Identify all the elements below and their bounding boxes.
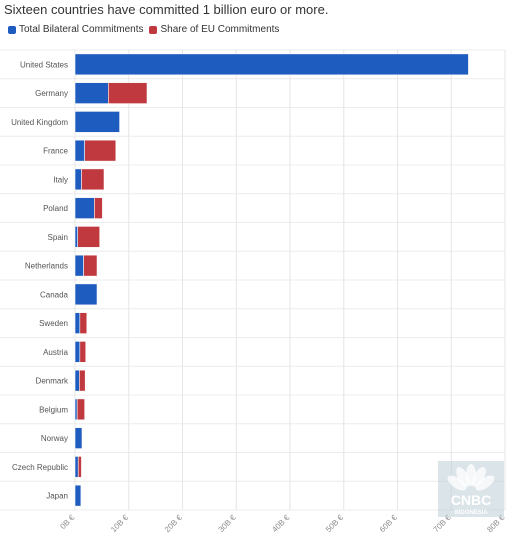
x-tick-label: 30B € (217, 513, 239, 535)
cnbc-watermark: CNBC INDONESIA (438, 461, 504, 517)
legend: Total Bilateral Commitments Share of EU … (8, 24, 285, 35)
legend-label-eu-share: Share of EU Commitments (160, 24, 280, 35)
category-label: Netherlands (25, 262, 68, 271)
category-label: Sweden (39, 319, 68, 328)
category-label: Italy (53, 175, 68, 184)
legend-swatch-eu-share (149, 25, 158, 34)
bar-bilateral (74, 427, 83, 449)
bar-eu-share (77, 456, 82, 478)
bar-bilateral (74, 254, 84, 277)
bar-bilateral (74, 139, 85, 162)
x-tick-label: 50B € (324, 513, 346, 535)
legend-item-bilateral[interactable]: Total Bilateral Commitments (8, 24, 143, 35)
category-label: United Kingdom (11, 118, 68, 127)
bar-bilateral (74, 283, 98, 306)
bar-eu-share (77, 226, 101, 248)
watermark-sub: INDONESIA (454, 510, 488, 516)
bar-bilateral (74, 456, 79, 478)
category-label: Japan (46, 492, 68, 501)
x-tick-label: 20B € (163, 513, 185, 535)
bar-bilateral (74, 53, 469, 76)
bar-bilateral (74, 82, 109, 104)
bar-bilateral (74, 197, 95, 219)
watermark-brand: CNBC (451, 492, 491, 508)
bar-bilateral (74, 312, 81, 334)
category-label: Norway (41, 434, 68, 443)
bar-eu-share (108, 82, 148, 104)
bar-eu-share (76, 398, 85, 421)
bar-bilateral (74, 398, 78, 421)
bar-bilateral (74, 484, 82, 507)
bar-eu-share (81, 168, 105, 191)
bar-bilateral (74, 226, 78, 248)
legend-label-bilateral: Total Bilateral Commitments (19, 24, 144, 35)
legend-item-eu-share[interactable]: Share of EU Commitments (149, 24, 279, 35)
bar-eu-share (79, 369, 86, 392)
bar-bilateral (74, 168, 82, 191)
bar-bilateral (74, 111, 120, 133)
x-tick-label: 0B € (58, 513, 76, 531)
bar-eu-share (83, 254, 98, 277)
bar-bilateral (74, 341, 81, 363)
bar-eu-share (79, 312, 88, 334)
category-label: United States (20, 60, 68, 69)
bar-bilateral (74, 369, 80, 392)
chart-title: Sixteen countries have committed 1 billi… (4, 2, 329, 17)
x-tick-label: 40B € (270, 513, 292, 535)
category-label: Poland (43, 204, 68, 213)
legend-swatch-bilateral (8, 25, 16, 34)
category-label: Czech Republic (12, 463, 68, 472)
category-label: Canada (40, 290, 69, 299)
x-tick-label: 60B € (378, 513, 400, 535)
bar-eu-share (84, 139, 117, 162)
bar-eu-share (94, 197, 103, 219)
category-label: Austria (43, 348, 68, 357)
category-label: Belgium (39, 405, 68, 414)
category-label: France (43, 147, 68, 156)
peacock-logo-icon: CNBC INDONESIA (447, 464, 495, 516)
x-tick-label: 10B € (109, 513, 131, 535)
bar-eu-share (79, 341, 87, 363)
category-label: Germany (35, 89, 68, 98)
category-label: Denmark (36, 377, 69, 386)
category-label: Spain (48, 233, 68, 242)
